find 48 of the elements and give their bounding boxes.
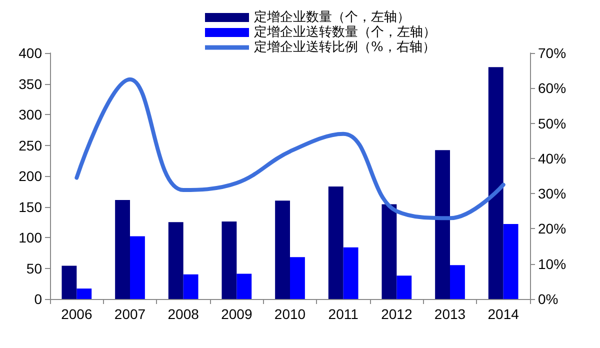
bar: [396, 276, 412, 299]
bar: [236, 274, 252, 299]
x-tick-label: 2013: [434, 306, 466, 322]
y-tick-label: 250: [18, 137, 42, 154]
x-tick-label: 2012: [381, 306, 412, 322]
y-tick-label: 150: [18, 198, 42, 215]
bar: [130, 236, 145, 299]
x-tick-label: 2006: [61, 306, 92, 322]
x-tick-label: 2010: [274, 306, 306, 322]
bar: [290, 257, 305, 299]
legend-label: 定增企业数量（个，左轴）: [254, 10, 410, 25]
y2-tick-label: 70%: [538, 45, 566, 61]
line-series: [74, 77, 506, 220]
bar: [435, 150, 450, 299]
y-tick-label: 50: [26, 260, 42, 276]
bar: [183, 274, 198, 299]
y-tick-label: 350: [18, 76, 42, 92]
y2-tick-label: 60%: [538, 80, 566, 96]
bar: [503, 224, 518, 299]
y2-tick-label: 20%: [538, 220, 566, 237]
y2-tick-label: 30%: [538, 186, 566, 202]
x-tick-label: 2009: [221, 306, 252, 322]
bar: [488, 67, 504, 299]
x-tick-label: 2007: [114, 306, 146, 322]
legend-label: 定增企业送转数量（个，左轴）: [254, 25, 436, 40]
y-tick-label: 400: [18, 45, 42, 61]
y2-tick-label: 50%: [538, 115, 566, 132]
legend-label: 定增企业送转比例（%，右轴）: [254, 40, 436, 55]
y-tick-label: 0: [34, 291, 42, 307]
bar: [168, 222, 184, 299]
bar: [328, 186, 344, 299]
bar: [76, 288, 92, 299]
y2-tick-label: 0%: [538, 291, 558, 307]
x-tick-label: 2011: [328, 306, 359, 322]
bar: [450, 265, 465, 299]
bar: [275, 200, 290, 299]
y2-tick-label: 10%: [538, 256, 566, 272]
bar: [382, 204, 397, 299]
y2-tick-label: 40%: [538, 150, 566, 166]
bar: [222, 222, 237, 299]
x-tick-label: 2008: [168, 306, 200, 322]
bar: [62, 266, 77, 299]
bar: [115, 200, 130, 299]
y-tick-label: 200: [18, 168, 42, 184]
x-tick-label: 2014: [488, 306, 520, 322]
y-tick-label: 300: [18, 106, 42, 122]
bar: [343, 247, 358, 299]
y-tick-label: 100: [18, 230, 42, 246]
